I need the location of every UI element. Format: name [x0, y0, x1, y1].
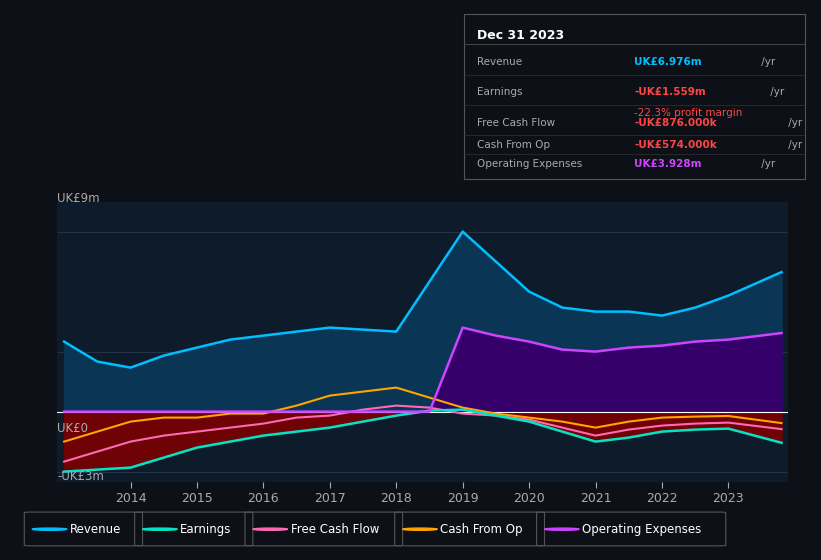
Text: Earnings: Earnings: [478, 87, 523, 97]
Text: Cash From Op: Cash From Op: [440, 522, 523, 536]
Text: Free Cash Flow: Free Cash Flow: [291, 522, 379, 536]
Circle shape: [32, 528, 67, 530]
Text: UK£3.928m: UK£3.928m: [635, 160, 702, 169]
Text: Dec 31 2023: Dec 31 2023: [478, 29, 565, 42]
Circle shape: [143, 528, 177, 530]
Text: Operating Expenses: Operating Expenses: [478, 160, 583, 169]
Text: -22.3% profit margin: -22.3% profit margin: [635, 108, 743, 118]
Text: -UK£3m: -UK£3m: [57, 469, 104, 483]
Text: UK£0: UK£0: [57, 422, 89, 435]
Text: Revenue: Revenue: [70, 522, 122, 536]
Text: UK£9m: UK£9m: [57, 192, 100, 206]
Text: /yr: /yr: [786, 139, 803, 150]
Text: /yr: /yr: [758, 57, 775, 67]
Text: -UK£876.000k: -UK£876.000k: [635, 118, 717, 128]
Text: /yr: /yr: [786, 118, 803, 128]
Text: -UK£1.559m: -UK£1.559m: [635, 87, 706, 97]
Text: /yr: /yr: [767, 87, 784, 97]
Text: UK£6.976m: UK£6.976m: [635, 57, 702, 67]
Circle shape: [253, 528, 287, 530]
Text: /yr: /yr: [758, 160, 775, 169]
Circle shape: [544, 528, 579, 530]
Text: Cash From Op: Cash From Op: [478, 139, 551, 150]
Circle shape: [402, 528, 438, 530]
Text: Free Cash Flow: Free Cash Flow: [478, 118, 556, 128]
Text: Revenue: Revenue: [478, 57, 523, 67]
Text: Earnings: Earnings: [181, 522, 232, 536]
Text: -UK£574.000k: -UK£574.000k: [635, 139, 717, 150]
Text: Operating Expenses: Operating Expenses: [582, 522, 702, 536]
